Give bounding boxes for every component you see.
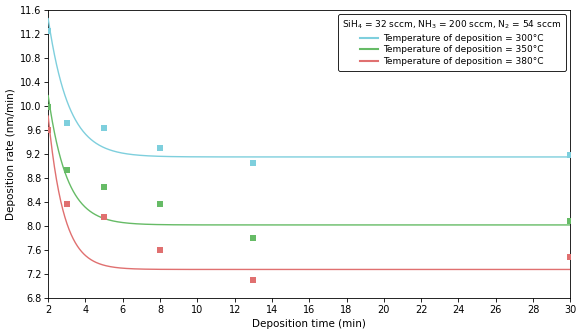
- Point: [100, 214, 109, 220]
- Point: [62, 202, 72, 207]
- Point: [249, 160, 258, 165]
- Point: [100, 184, 109, 190]
- Point: [249, 278, 258, 283]
- X-axis label: Deposition time (min): Deposition time (min): [253, 320, 366, 329]
- Y-axis label: Deposition rate (nm/min): Deposition rate (nm/min): [6, 88, 16, 220]
- Point: [155, 202, 165, 207]
- Legend: Temperature of deposition = 300°C, Temperature of deposition = 350°C, Temperatur: Temperature of deposition = 300°C, Tempe…: [338, 14, 566, 71]
- Point: [566, 255, 575, 260]
- Point: [155, 248, 165, 253]
- Point: [100, 125, 109, 131]
- Point: [44, 104, 53, 110]
- Point: [566, 152, 575, 158]
- Point: [62, 168, 72, 173]
- Point: [566, 219, 575, 224]
- Point: [44, 127, 53, 133]
- Point: [155, 145, 165, 151]
- Point: [62, 120, 72, 125]
- Point: [249, 236, 258, 241]
- Point: [44, 28, 53, 33]
